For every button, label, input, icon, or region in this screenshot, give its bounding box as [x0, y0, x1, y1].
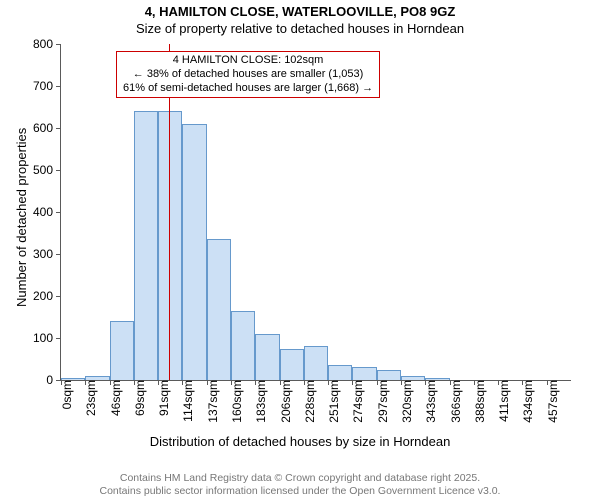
- x-tick-label: 411sqm: [489, 380, 511, 422]
- histogram-bar: [352, 367, 376, 380]
- x-tick-label: 457sqm: [538, 380, 560, 423]
- x-tick-label: 91sqm: [149, 380, 171, 416]
- x-tick-label: 320sqm: [392, 380, 414, 423]
- x-axis-label: Distribution of detached houses by size …: [0, 434, 600, 449]
- histogram-bar: [207, 239, 231, 380]
- x-tick-label: 23sqm: [76, 380, 98, 416]
- x-tick-label: 183sqm: [246, 380, 268, 423]
- x-tick-label: 69sqm: [125, 380, 147, 416]
- annotation-line: ← 38% of detached houses are smaller (1,…: [123, 68, 373, 82]
- credits-line-1: Contains HM Land Registry data © Crown c…: [0, 472, 600, 484]
- x-tick-label: 160sqm: [222, 380, 244, 423]
- histogram-bar: [231, 311, 255, 380]
- y-tick-label: 300: [33, 247, 61, 261]
- x-tick-label: 46sqm: [101, 380, 123, 416]
- x-tick-label: 388sqm: [465, 380, 487, 423]
- histogram-bar: [304, 346, 328, 380]
- y-axis-label: Number of detached properties: [14, 128, 29, 307]
- y-tick-label: 100: [33, 331, 61, 345]
- histogram-bar: [328, 365, 352, 380]
- histogram-bar: [377, 370, 401, 381]
- x-tick-label: 206sqm: [271, 380, 293, 423]
- histogram-bar: [134, 111, 158, 380]
- x-tick-label: 228sqm: [295, 380, 317, 423]
- x-tick-label: 137sqm: [198, 380, 220, 423]
- x-tick-label: 114sqm: [173, 380, 195, 422]
- y-tick-label: 500: [33, 163, 61, 177]
- x-tick-label: 297sqm: [368, 380, 390, 423]
- x-tick-label: 343sqm: [416, 380, 438, 423]
- chart-subtitle: Size of property relative to detached ho…: [0, 21, 600, 36]
- y-tick-label: 600: [33, 121, 61, 135]
- annotation-line: 61% of semi-detached houses are larger (…: [123, 82, 373, 96]
- x-tick-label: 274sqm: [343, 380, 365, 423]
- credits-line-2: Contains public sector information licen…: [0, 485, 600, 497]
- x-tick-label: 0sqm: [52, 380, 74, 409]
- histogram-bar: [182, 124, 206, 380]
- histogram-bar: [255, 334, 279, 380]
- histogram-bar: [280, 349, 304, 381]
- histogram-bar: [110, 321, 134, 380]
- y-tick-label: 700: [33, 79, 61, 93]
- x-tick-label: 251sqm: [319, 380, 341, 423]
- y-tick-label: 800: [33, 37, 61, 51]
- x-tick-label: 434sqm: [513, 380, 535, 423]
- y-tick-label: 200: [33, 289, 61, 303]
- chart-title: 4, HAMILTON CLOSE, WATERLOOVILLE, PO8 9G…: [0, 4, 600, 19]
- annotation-line: 4 HAMILTON CLOSE: 102sqm: [123, 54, 373, 68]
- x-tick-label: 366sqm: [441, 380, 463, 423]
- annotation-box: 4 HAMILTON CLOSE: 102sqm← 38% of detache…: [116, 51, 380, 98]
- y-tick-label: 400: [33, 205, 61, 219]
